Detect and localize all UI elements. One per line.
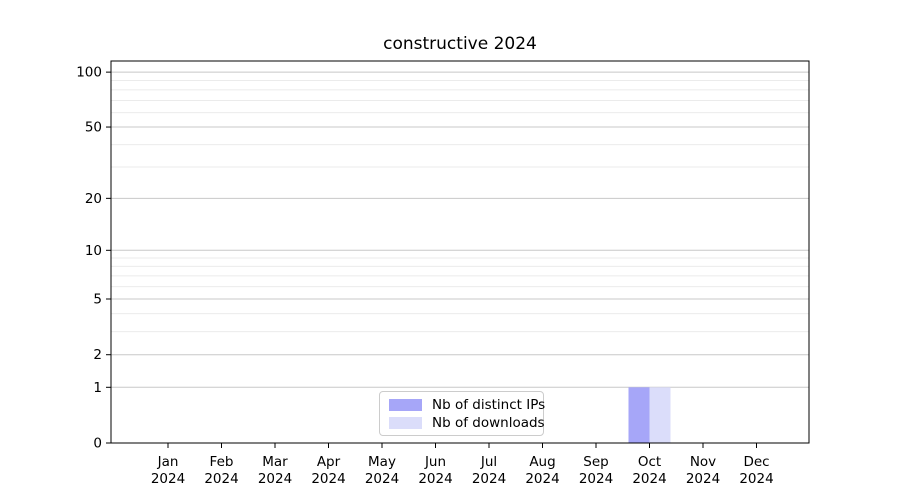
- y-tick-label: 100: [76, 65, 102, 81]
- y-tick-label: 50: [85, 120, 102, 136]
- x-tick-label-month: Aug: [529, 454, 555, 470]
- x-tick-label-month: Mar: [262, 454, 288, 470]
- y-tick-label: 20: [85, 191, 102, 207]
- x-tick-label-month: Dec: [743, 454, 769, 470]
- x-tick-label-year: 2024: [365, 471, 399, 487]
- y-tick-label: 2: [93, 347, 102, 363]
- y-tick-label: 1: [93, 380, 102, 396]
- x-tick-label-month: Sep: [583, 454, 608, 470]
- downloads-swatch-icon: [389, 417, 422, 429]
- x-tick-label-year: 2024: [204, 471, 238, 487]
- x-tick-label-month: Jan: [157, 454, 179, 470]
- x-tick-label-year: 2024: [472, 471, 506, 487]
- x-tick-label-month: Feb: [210, 454, 234, 470]
- x-tick-label-year: 2024: [525, 471, 559, 487]
- bar-downloads-oct: [649, 387, 671, 443]
- x-tick-label-year: 2024: [151, 471, 185, 487]
- x-tick-label-month: Jul: [480, 454, 497, 470]
- chart-title: constructive 2024: [383, 34, 537, 54]
- x-tick-label-month: Apr: [317, 454, 341, 470]
- x-tick-label-year: 2024: [632, 471, 666, 487]
- legend-item-distinct-ips: Nb of distinct IPs: [389, 396, 545, 414]
- legend-label-downloads: Nb of downloads: [432, 415, 545, 431]
- x-tick-label-month: May: [368, 454, 396, 470]
- x-tick-label-year: 2024: [311, 471, 345, 487]
- x-tick-label-month: Nov: [690, 454, 716, 470]
- legend-label-distinct-ips: Nb of distinct IPs: [432, 397, 546, 413]
- plot-border: [110, 60, 810, 444]
- x-tick-label-year: 2024: [686, 471, 720, 487]
- y-tick-label: 10: [85, 243, 102, 259]
- x-tick-label-year: 2024: [579, 471, 613, 487]
- y-tick-label: 5: [93, 292, 102, 308]
- bar-distinct-ips-oct: [628, 387, 650, 443]
- x-tick-label-year: 2024: [418, 471, 452, 487]
- x-tick-label-month: Jun: [424, 454, 446, 470]
- distinct-ips-swatch-icon: [389, 399, 422, 411]
- legend-item-downloads: Nb of downloads: [389, 414, 545, 432]
- legend: Nb of distinct IPs Nb of downloads: [379, 391, 545, 436]
- y-tick-label: 0: [93, 436, 102, 452]
- x-tick-label-year: 2024: [258, 471, 292, 487]
- x-tick-label-year: 2024: [739, 471, 773, 487]
- x-tick-label-month: Oct: [638, 454, 661, 470]
